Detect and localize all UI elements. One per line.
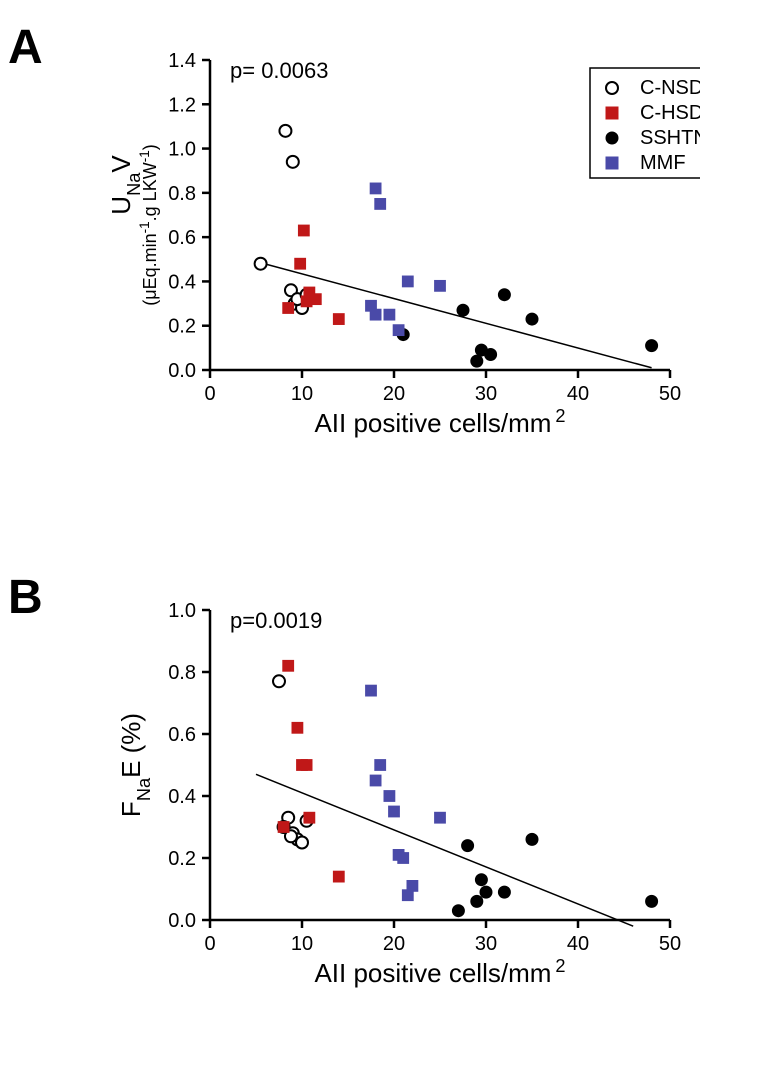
svg-text:0.0: 0.0 [168,360,196,382]
chart-b: 0.0 0.2 0.4 0.6 0.8 1.0 0 10 20 30 40 50 p=0.0019 FNa… [100,590,700,1000]
svg-text:30: 30 [475,933,497,955]
svg-text:0: 0 [204,383,215,405]
svg-text:20: 20 [383,933,405,955]
svg-text:FNaE (%): FNaE (%) [116,713,154,817]
svg-text:0.2: 0.2 [168,316,196,338]
svg-text:(μEq.min-1.g LKW-1): (μEq.min-1.g LKW-1) [137,144,161,305]
svg-text:MMF: MMF [640,152,686,174]
svg-text:1.4: 1.4 [168,50,196,72]
svg-text:0: 0 [204,933,215,955]
svg-text:0.8: 0.8 [168,183,196,205]
svg-text:0.6: 0.6 [168,227,196,249]
svg-text:p=0.0019: p=0.0019 [230,608,322,633]
svg-text:p= 0.0063: p= 0.0063 [230,58,328,83]
svg-text:40: 40 [567,383,589,405]
svg-text:40: 40 [567,933,589,955]
svg-text:0.4: 0.4 [168,271,196,293]
svg-text:50: 50 [659,933,681,955]
svg-text:C-HSD: C-HSD [640,102,700,124]
svg-text:AII positive cells/mm2: AII positive cells/mm2 [314,956,565,988]
svg-text:0.6: 0.6 [168,724,196,746]
svg-text:50: 50 [659,383,681,405]
svg-text:1.0: 1.0 [168,139,196,161]
svg-text:SSHTN: SSHTN [640,127,700,149]
panel-a-label: A [8,20,43,75]
svg-text:AII positive cells/mm2: AII positive cells/mm2 [314,406,565,438]
svg-text:UNaV: UNaV [106,155,144,215]
svg-text:10: 10 [291,933,313,955]
svg-text:0.0: 0.0 [168,910,196,932]
svg-text:1.2: 1.2 [168,94,196,116]
svg-text:10: 10 [291,383,313,405]
svg-text:0.2: 0.2 [168,848,196,870]
svg-text:1.0: 1.0 [168,600,196,622]
svg-text:0.8: 0.8 [168,662,196,684]
panel-b-label: B [8,570,43,625]
svg-text:C-NSD: C-NSD [640,77,700,99]
chart-a: 0.0 0.2 0.4 0.6 0.8 1.0 1.2 1.4 0 10 20 30 40 50 p= 0.… [100,40,700,450]
svg-text:30: 30 [475,383,497,405]
svg-text:20: 20 [383,383,405,405]
svg-text:0.4: 0.4 [168,786,196,808]
